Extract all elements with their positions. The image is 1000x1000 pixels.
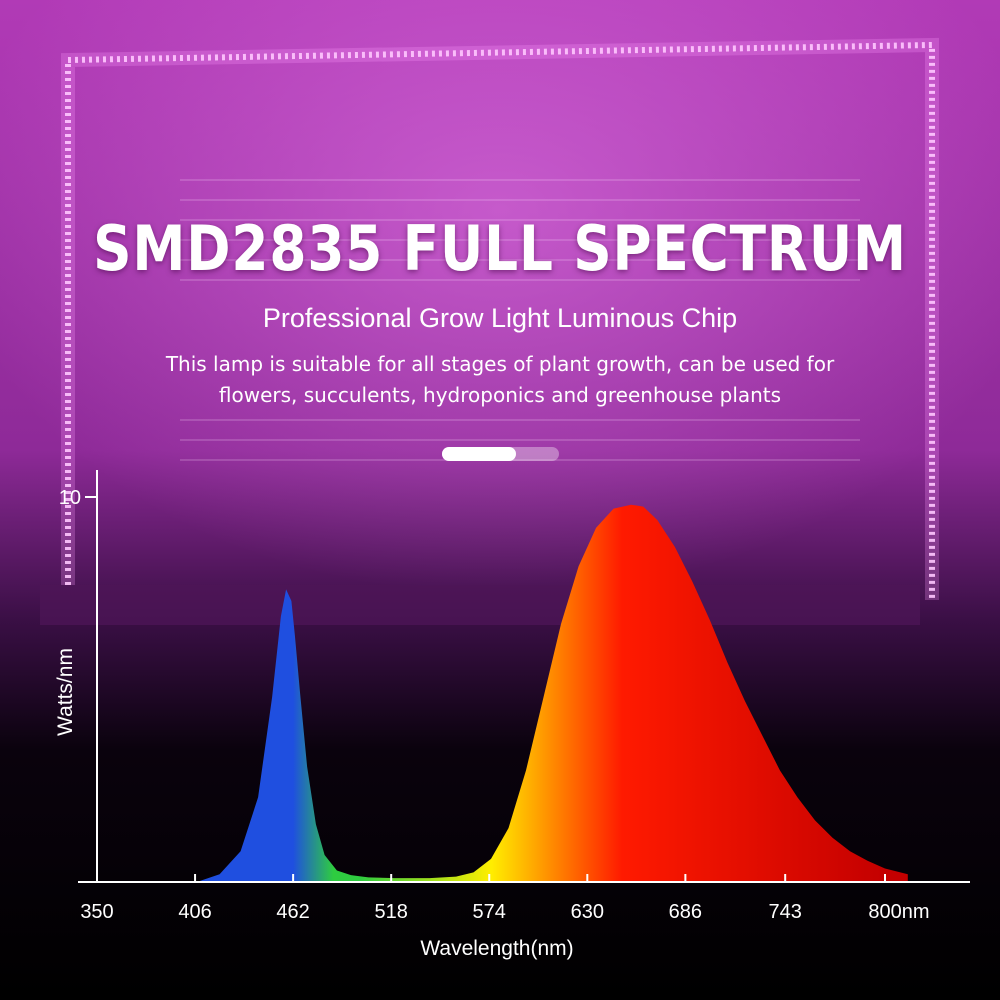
description-line-1: This lamp is suitable for all stages of … [165,352,835,376]
x-tick-label: 406 [178,901,211,923]
slide-pager-active-indicator[interactable] [442,447,516,461]
x-tick-label: 350 [80,901,113,923]
page-title: SMD2835 FULL SPECTRUM [93,212,907,285]
spectrum-area [196,504,908,882]
x-axis-title: Wavelength(nm) [420,937,573,960]
y-axis-title: Watts/nm [54,648,77,736]
x-tick-label: 574 [473,901,506,923]
x-tick-label: 630 [571,901,604,923]
x-tick-label: 686 [669,901,702,923]
description-line-2: flowers, succulents, hydroponics and gre… [218,383,782,407]
x-tick-label: 743 [768,901,801,923]
x-tick-label: 800nm [868,901,929,923]
slide-pager[interactable] [442,447,559,461]
subtitle: Professional Grow Light Luminous Chip [262,303,738,333]
x-tick-label: 518 [374,901,407,923]
x-tick-label: 462 [276,901,309,923]
y-tick-label: 10 [59,487,81,509]
